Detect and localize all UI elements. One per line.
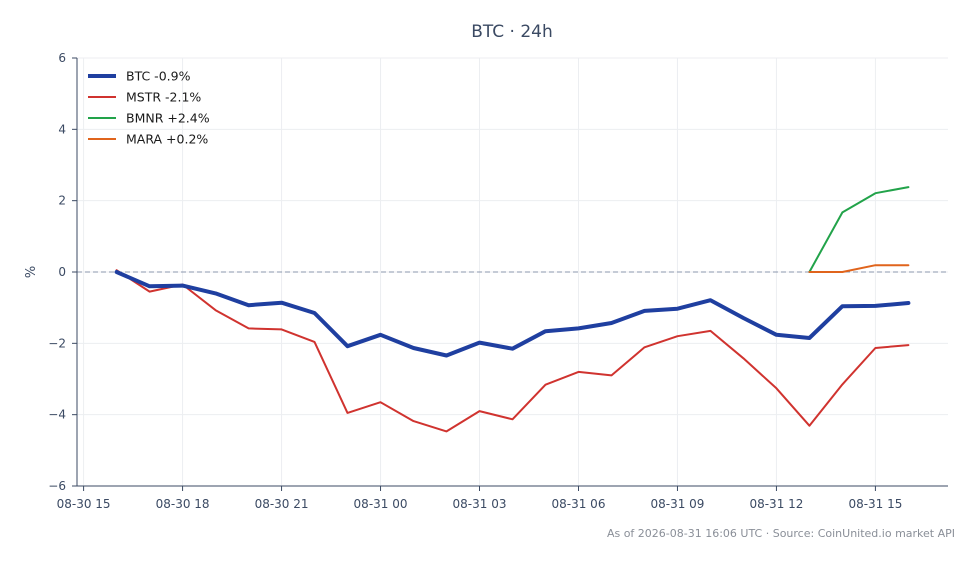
y-tick-label: 4 [58, 122, 66, 136]
chart-title: BTC · 24h [471, 22, 553, 42]
x-tick-label: 08-31 12 [749, 497, 803, 511]
legend-label: MARA +0.2% [126, 132, 208, 147]
x-tick-label: 08-30 21 [255, 497, 309, 511]
y-tick-label: 0 [58, 265, 66, 279]
x-tick-label: 08-31 15 [848, 497, 902, 511]
x-tick-label: 08-30 15 [57, 497, 111, 511]
y-tick-label: 2 [58, 194, 66, 208]
tick-labels: −6 −4 −2 0 2 4 6 08-30 15 08-30 18 08-30 21 08-31 … [48, 51, 902, 511]
footer-source: As of 2026-08-31 16:06 UTC · Source: Coi… [607, 527, 955, 540]
x-tick-label: 08-31 06 [552, 497, 606, 511]
y-tick-label: −2 [48, 336, 66, 350]
legend: BTC -0.9% MSTR -2.1% BMNR +2.4% MARA +0.2% [88, 69, 210, 147]
series-lines [114, 186, 911, 433]
x-tick-label: 08-30 18 [156, 497, 210, 511]
y-tick-label: −6 [48, 479, 66, 493]
x-tick-label: 08-31 09 [650, 497, 704, 511]
legend-label: BMNR +2.4% [126, 111, 210, 126]
legend-label: BTC -0.9% [126, 69, 191, 84]
legend-label: MSTR -2.1% [126, 90, 201, 105]
y-tick-label: −4 [48, 408, 66, 422]
y-tick-label: 6 [58, 51, 66, 65]
series-line-mstr [115, 269, 910, 433]
x-tick-label: 08-31 00 [354, 497, 408, 511]
series-line-mara [808, 264, 910, 273]
x-tick-label: 08-31 03 [453, 497, 507, 511]
series-line-btc [114, 270, 911, 358]
y-axis-label: % [24, 266, 39, 278]
series-line-bmnr [808, 186, 910, 273]
